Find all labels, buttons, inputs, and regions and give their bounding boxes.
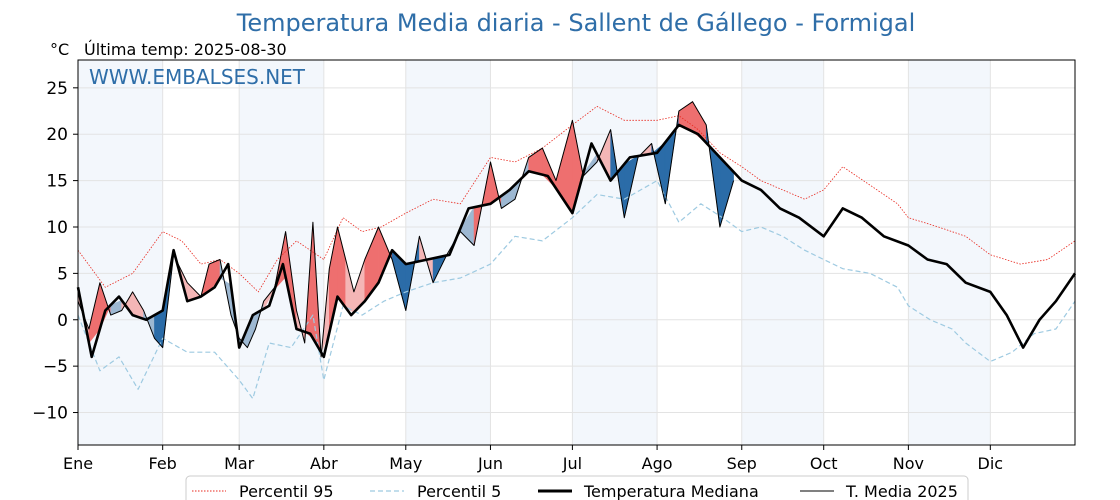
- y-unit-label: °C: [50, 40, 69, 59]
- chart-title: Temperatura Media diaria - Sallent de Gá…: [236, 9, 916, 37]
- legend-p95-label: Percentil 95: [239, 482, 334, 500]
- x-tick-label: Jul: [562, 454, 582, 473]
- month-band: [78, 60, 163, 445]
- x-tick-label: Feb: [149, 454, 177, 473]
- month-band: [741, 60, 824, 445]
- x-tick-label: Oct: [810, 454, 838, 473]
- month-band: [572, 60, 658, 445]
- legend-box: [185, 475, 969, 500]
- month-band: [908, 60, 991, 445]
- plot-frame: [77, 59, 1076, 446]
- y-tick-label: −5: [43, 357, 68, 377]
- legend-p5-label: Percentil 5: [417, 482, 501, 500]
- x-tick-label: Sep: [727, 454, 757, 473]
- p5-line: [77, 180, 1076, 400]
- last-temp-subtitle: Última temp: 2025-08-30: [84, 40, 287, 59]
- y-tick-label: 25: [46, 79, 68, 99]
- y-tick-label: 5: [57, 264, 68, 284]
- series-lines: [76, 101, 1077, 400]
- x-tick-label: Ago: [642, 454, 673, 473]
- p95-line: [77, 106, 1076, 293]
- x-tick-label: Jun: [477, 454, 503, 473]
- legend: Percentil 95 Percentil 5 Temperatura Med…: [185, 475, 969, 500]
- x-axis: Ene Feb Mar Abr May Jun Jul Ago Sep Oct Nov Dic: [63, 445, 1003, 473]
- y-axis: −10 −5 0 5 10 15 20 25: [32, 79, 78, 424]
- x-tick-label: Nov: [893, 454, 924, 473]
- x-tick-label: Mar: [224, 454, 255, 473]
- x-tick-label: Dic: [978, 454, 1004, 473]
- grid: [77, 60, 1075, 445]
- y-tick-label: −10: [32, 404, 68, 424]
- y-tick-label: 15: [46, 172, 68, 192]
- legend-median-label: Temperatura Mediana: [583, 482, 759, 500]
- median-line: [76, 123, 1077, 359]
- watermark: WWW.EMBALSES.NET: [89, 65, 306, 89]
- x-tick-label: Ene: [63, 454, 93, 473]
- above-median-fill: [337, 226, 346, 309]
- current-year-line: [77, 101, 735, 358]
- y-tick-label: 20: [46, 125, 68, 145]
- y-tick-label: 0: [57, 311, 68, 331]
- month-bands: [78, 60, 991, 445]
- x-tick-label: May: [389, 454, 422, 473]
- x-tick-label: Abr: [310, 454, 338, 473]
- legend-current-label: T. Media 2025: [845, 482, 958, 500]
- y-tick-label: 10: [46, 218, 68, 238]
